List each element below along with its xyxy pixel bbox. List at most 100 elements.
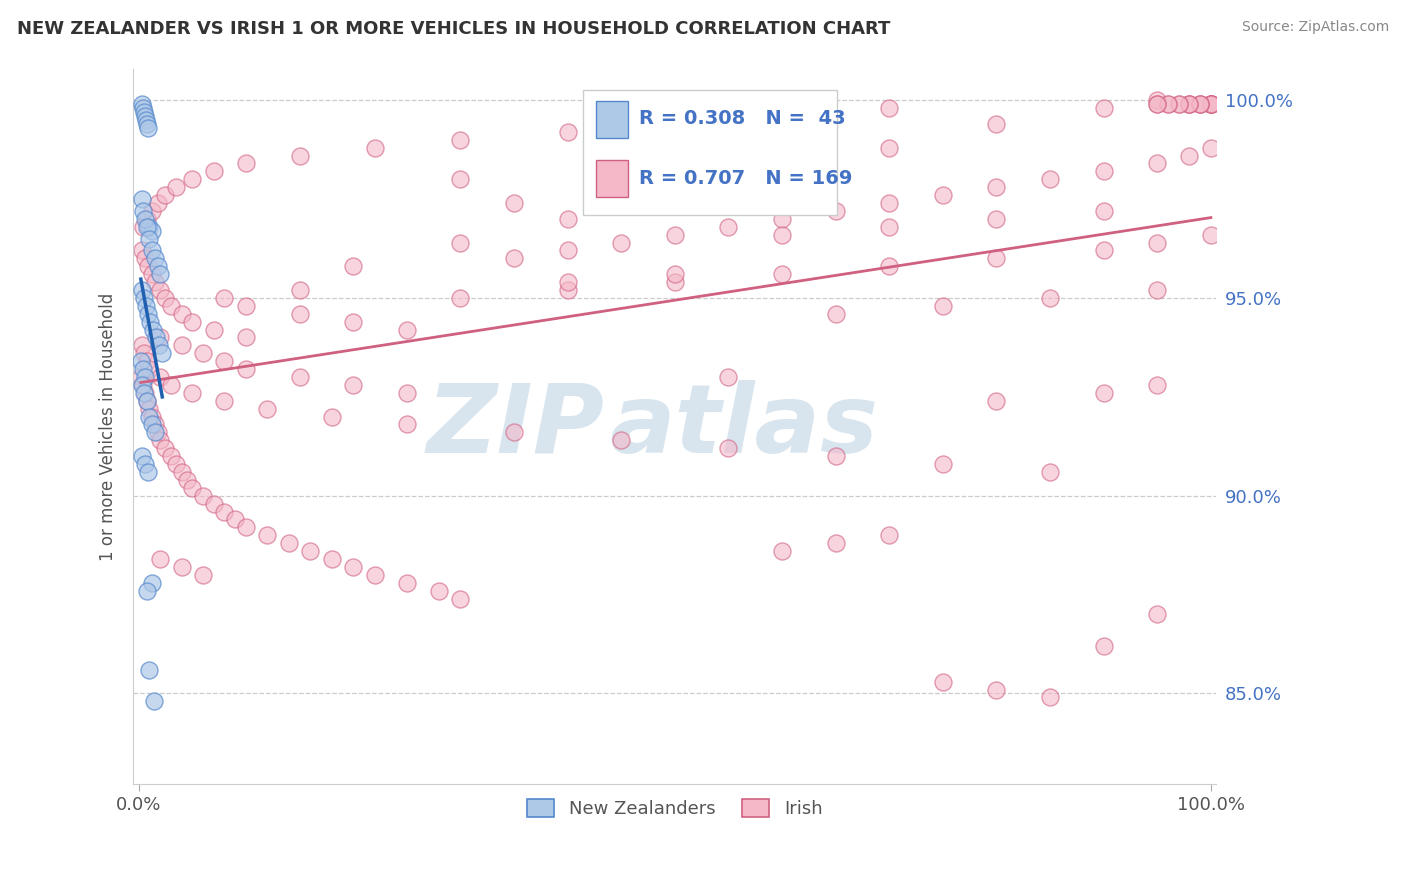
Point <box>145 330 167 344</box>
Point <box>824 203 846 218</box>
Point <box>986 252 1008 266</box>
Point <box>131 192 153 206</box>
Point <box>770 544 793 558</box>
Point <box>427 583 450 598</box>
Point <box>170 307 193 321</box>
Point <box>363 140 385 154</box>
Point <box>181 385 204 400</box>
Point <box>134 385 156 400</box>
Point <box>170 338 193 352</box>
Point <box>1146 378 1168 392</box>
Point <box>235 330 257 344</box>
Point <box>395 417 418 432</box>
Text: NEW ZEALANDER VS IRISH 1 OR MORE VEHICLES IN HOUSEHOLD CORRELATION CHART: NEW ZEALANDER VS IRISH 1 OR MORE VEHICLE… <box>17 20 890 37</box>
Point <box>191 567 214 582</box>
Point <box>235 362 257 376</box>
Point <box>141 244 163 258</box>
Point <box>148 338 170 352</box>
Point <box>557 211 579 226</box>
Point <box>129 354 152 368</box>
Point <box>155 188 177 202</box>
Point <box>1178 148 1201 162</box>
Point <box>288 283 311 297</box>
Point <box>664 227 686 242</box>
Text: atlas: atlas <box>610 380 879 473</box>
Point <box>664 275 686 289</box>
Point <box>132 346 155 360</box>
Point <box>141 575 163 590</box>
Point <box>136 354 159 368</box>
Point <box>129 370 152 384</box>
Point <box>449 172 471 186</box>
Point <box>449 591 471 606</box>
Point <box>132 385 155 400</box>
Point <box>342 560 364 574</box>
Point <box>149 267 172 281</box>
Point <box>165 457 187 471</box>
Point <box>1146 235 1168 250</box>
Point <box>877 101 900 115</box>
Point <box>181 172 204 186</box>
Point <box>149 370 172 384</box>
Point <box>1146 97 1168 112</box>
Point <box>321 552 343 566</box>
Point <box>1199 97 1222 112</box>
Point <box>770 267 793 281</box>
Point <box>1199 97 1222 112</box>
Point <box>1178 97 1201 112</box>
Point <box>557 283 579 297</box>
Point <box>449 291 471 305</box>
Point <box>170 560 193 574</box>
Point <box>664 267 686 281</box>
Point <box>256 528 278 542</box>
Point <box>160 378 183 392</box>
Point <box>138 362 160 376</box>
Point <box>134 109 156 123</box>
Point <box>770 211 793 226</box>
Point <box>138 219 160 234</box>
Point <box>986 682 1008 697</box>
Point <box>131 97 153 112</box>
Point <box>256 401 278 416</box>
Point <box>141 203 163 218</box>
Text: R = 0.707   N = 169: R = 0.707 N = 169 <box>640 169 852 187</box>
Legend: New Zealanders, Irish: New Zealanders, Irish <box>520 792 830 825</box>
Point <box>143 275 166 289</box>
Point <box>142 694 165 708</box>
Point <box>143 252 166 266</box>
Point <box>165 180 187 194</box>
Point <box>1178 97 1201 112</box>
Point <box>235 520 257 534</box>
Point <box>986 211 1008 226</box>
Point <box>135 299 157 313</box>
Point <box>134 457 156 471</box>
Point <box>986 117 1008 131</box>
Point <box>142 322 165 336</box>
Point <box>132 101 155 115</box>
Point <box>138 401 160 416</box>
Point <box>449 235 471 250</box>
Point <box>1146 97 1168 112</box>
Point <box>664 188 686 202</box>
Point <box>138 120 160 135</box>
Point <box>138 465 160 479</box>
Point <box>610 235 633 250</box>
Point <box>132 362 155 376</box>
Point <box>824 307 846 321</box>
Point <box>557 125 579 139</box>
Point <box>395 322 418 336</box>
Point <box>141 224 163 238</box>
Point <box>143 417 166 432</box>
Point <box>932 457 955 471</box>
Point <box>288 370 311 384</box>
Point <box>149 283 172 297</box>
Point <box>149 330 172 344</box>
Point <box>181 481 204 495</box>
Point <box>1189 97 1212 112</box>
Text: R = 0.308   N =  43: R = 0.308 N = 43 <box>640 109 845 128</box>
Point <box>770 227 793 242</box>
Point <box>136 211 159 226</box>
Point <box>160 299 183 313</box>
Point <box>1039 690 1062 705</box>
Point <box>138 260 160 274</box>
